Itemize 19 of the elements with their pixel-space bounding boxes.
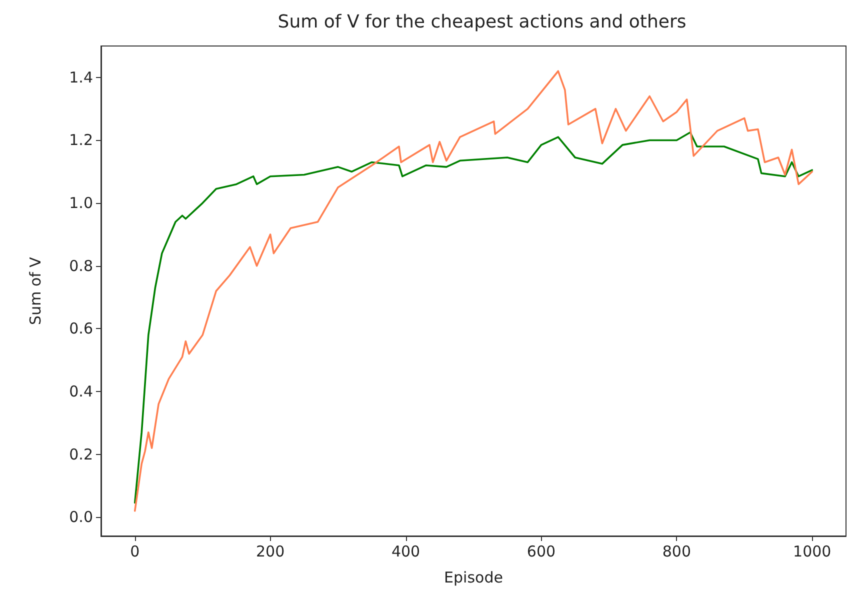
x-tick-label: 600 <box>526 542 556 560</box>
y-tick-label: 0.0 <box>69 508 93 526</box>
y-tick-label: 1.0 <box>69 194 93 212</box>
x-tick-label: 400 <box>391 542 420 560</box>
chart-title: Sum of V for the cheapest actions and others <box>278 12 686 32</box>
x-tick-label: 0 <box>130 542 140 560</box>
y-tick-label: 1.2 <box>69 131 93 150</box>
y-tick-label: 0.6 <box>69 320 93 338</box>
y-axis-title: Sum of V <box>26 256 44 325</box>
y-tick-label: 1.4 <box>69 68 93 86</box>
x-tick-label: 1000 <box>793 542 832 560</box>
y-tick-label: 0.8 <box>69 256 93 275</box>
y-tick-label: 0.4 <box>69 382 93 401</box>
x-tick-label: 800 <box>662 542 691 560</box>
line-series <box>134 131 814 504</box>
line-series <box>134 70 814 512</box>
y-tick-label: 0.2 <box>69 445 93 464</box>
x-tick-label: 200 <box>256 542 285 560</box>
x-axis-title: Episode <box>444 568 503 586</box>
